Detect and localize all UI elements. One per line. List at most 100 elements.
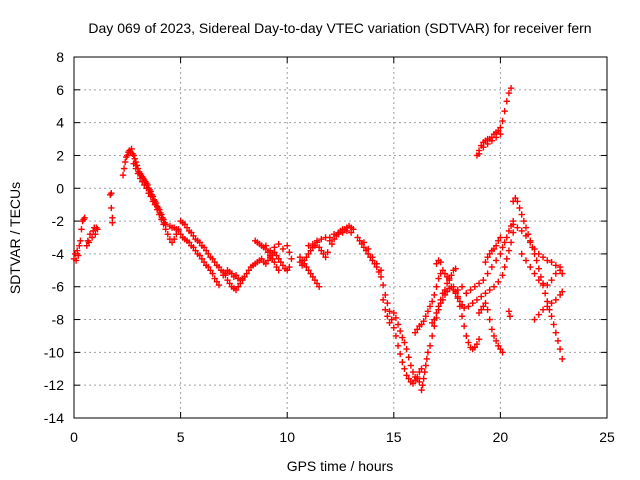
data-point xyxy=(224,276,231,284)
data-point xyxy=(277,258,285,266)
data-point xyxy=(162,226,169,233)
data-point xyxy=(522,224,530,231)
y-tick-label: -14 xyxy=(44,410,64,426)
data-point xyxy=(190,244,197,251)
data-point xyxy=(392,332,400,340)
data-point xyxy=(269,255,276,263)
data-point xyxy=(377,267,385,274)
data-point xyxy=(488,137,496,144)
data-point xyxy=(228,270,235,277)
x-tick-label: 5 xyxy=(177,429,185,445)
data-point xyxy=(548,276,555,284)
y-tick-label: -12 xyxy=(44,377,64,393)
data-point xyxy=(433,309,440,317)
data-point xyxy=(478,306,485,313)
data-point xyxy=(245,267,253,274)
data-point xyxy=(556,267,564,274)
x-tick-label: 15 xyxy=(386,429,402,445)
data-point xyxy=(512,194,519,202)
data-point xyxy=(421,368,428,376)
data-point xyxy=(465,303,472,310)
data-point xyxy=(273,263,280,271)
data-point xyxy=(490,332,498,340)
data-point xyxy=(311,276,319,284)
data-point xyxy=(535,311,542,318)
data-point xyxy=(396,350,404,358)
data-point xyxy=(409,368,417,376)
data-point xyxy=(414,326,421,333)
data-point xyxy=(266,247,274,254)
data-point xyxy=(419,381,426,389)
data-point xyxy=(171,235,178,243)
data-point xyxy=(497,234,504,241)
data-point xyxy=(497,345,504,353)
data-point xyxy=(262,260,270,267)
data-point xyxy=(320,250,327,258)
data-point xyxy=(495,237,502,244)
data-point xyxy=(405,354,412,361)
data-point xyxy=(286,263,293,271)
data-point xyxy=(386,319,393,327)
data-point xyxy=(503,98,510,105)
data-point xyxy=(390,324,397,331)
y-tick-label: -4 xyxy=(52,246,65,262)
data-point xyxy=(192,247,199,254)
data-point xyxy=(473,340,481,348)
data-point xyxy=(446,275,453,282)
data-point xyxy=(480,303,487,310)
data-point xyxy=(552,270,560,277)
data-point xyxy=(537,273,545,281)
data-point xyxy=(181,221,189,228)
data-point xyxy=(232,272,240,279)
data-point xyxy=(490,283,498,290)
data-point xyxy=(211,275,218,282)
data-point xyxy=(535,250,542,258)
data-point xyxy=(439,267,447,274)
data-point xyxy=(416,378,423,386)
data-point xyxy=(552,296,560,304)
data-point xyxy=(495,127,502,135)
data-point xyxy=(322,253,329,261)
data-point xyxy=(486,316,493,323)
data-point xyxy=(484,140,491,148)
data-point xyxy=(83,242,90,249)
data-point xyxy=(559,288,566,295)
data-point xyxy=(153,206,161,213)
data-point xyxy=(501,239,508,246)
data-point xyxy=(437,296,444,304)
data-point xyxy=(405,375,412,382)
data-point xyxy=(544,257,551,264)
data-point xyxy=(552,262,560,269)
data-point xyxy=(556,291,564,299)
data-point xyxy=(390,309,397,317)
data-point xyxy=(262,242,270,249)
data-point xyxy=(465,339,472,346)
data-point xyxy=(373,260,380,267)
data-point xyxy=(467,286,474,294)
x-tick-labels: 0 5 10 15 20 25 xyxy=(70,429,615,445)
data-point xyxy=(177,231,184,238)
data-point xyxy=(139,178,146,185)
data-point xyxy=(484,306,491,313)
data-point xyxy=(431,316,438,323)
data-point xyxy=(215,263,223,271)
data-point xyxy=(209,270,216,277)
data-point xyxy=(522,232,530,240)
data-point xyxy=(386,308,393,315)
data-point xyxy=(264,257,272,264)
data-point xyxy=(196,252,203,259)
data-point xyxy=(354,234,361,241)
data-point xyxy=(239,275,246,282)
data-point xyxy=(382,306,389,313)
data-point xyxy=(108,189,115,197)
data-point xyxy=(458,283,466,290)
data-point xyxy=(78,226,85,233)
data-point xyxy=(450,283,457,290)
data-point xyxy=(475,280,483,287)
data-point xyxy=(200,244,208,251)
axis-ticks xyxy=(73,56,608,419)
data-point xyxy=(527,263,534,271)
y-tick-labels: 8 6 4 2 0 -2 -4 -6 -8 -10 -12 -14 xyxy=(44,49,64,426)
data-point xyxy=(72,257,80,264)
